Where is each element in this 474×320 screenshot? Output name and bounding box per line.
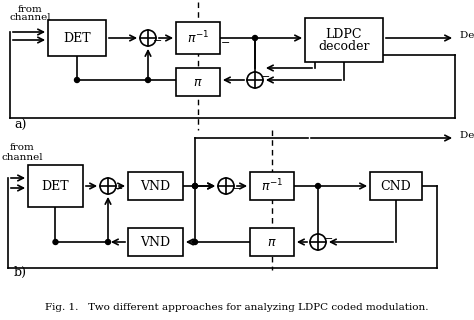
Circle shape bbox=[310, 234, 326, 250]
Text: channel: channel bbox=[1, 153, 43, 162]
Text: DET: DET bbox=[63, 31, 91, 44]
Text: −: − bbox=[232, 184, 242, 194]
Text: channel: channel bbox=[9, 13, 51, 22]
Text: CND: CND bbox=[381, 180, 411, 193]
Circle shape bbox=[192, 183, 198, 188]
Bar bbox=[28, 165, 83, 207]
Circle shape bbox=[316, 183, 320, 188]
Text: a): a) bbox=[14, 118, 27, 132]
Bar bbox=[370, 172, 422, 200]
Circle shape bbox=[253, 36, 257, 41]
Text: $\pi^{-1}$: $\pi^{-1}$ bbox=[261, 178, 283, 194]
Text: DET: DET bbox=[42, 180, 69, 193]
Text: −: − bbox=[153, 36, 163, 46]
Text: from: from bbox=[9, 143, 35, 153]
Circle shape bbox=[53, 239, 58, 244]
Bar bbox=[250, 172, 294, 200]
Text: −: − bbox=[324, 234, 334, 244]
Text: −: − bbox=[221, 38, 231, 48]
Bar bbox=[176, 22, 220, 54]
Text: VND: VND bbox=[140, 180, 171, 193]
Text: −: − bbox=[114, 184, 124, 194]
Bar bbox=[305, 18, 383, 62]
Text: Dec. output: Dec. output bbox=[460, 132, 474, 140]
Circle shape bbox=[106, 239, 110, 244]
Text: VND: VND bbox=[140, 236, 171, 249]
Text: b): b) bbox=[14, 266, 27, 278]
Circle shape bbox=[247, 72, 263, 88]
Text: LDPC: LDPC bbox=[326, 28, 362, 42]
Text: Fig. 1.   Two different approaches for analyzing LDPC coded modulation.: Fig. 1. Two different approaches for ana… bbox=[45, 303, 429, 313]
Circle shape bbox=[140, 30, 156, 46]
Circle shape bbox=[218, 178, 234, 194]
Text: $\pi^{-1}$: $\pi^{-1}$ bbox=[187, 30, 209, 46]
Bar bbox=[48, 20, 106, 56]
Text: $\pi$: $\pi$ bbox=[193, 76, 203, 89]
Text: −: − bbox=[261, 72, 271, 82]
Bar bbox=[250, 228, 294, 256]
Bar bbox=[128, 228, 183, 256]
Circle shape bbox=[146, 77, 151, 83]
Text: Dec. output: Dec. output bbox=[460, 31, 474, 41]
Bar bbox=[128, 172, 183, 200]
Circle shape bbox=[74, 77, 80, 83]
Text: $\pi$: $\pi$ bbox=[267, 236, 277, 249]
Text: decoder: decoder bbox=[318, 39, 370, 52]
Bar bbox=[176, 68, 220, 96]
Circle shape bbox=[192, 239, 198, 244]
Text: from: from bbox=[18, 5, 42, 14]
Circle shape bbox=[100, 178, 116, 194]
Circle shape bbox=[192, 183, 198, 188]
